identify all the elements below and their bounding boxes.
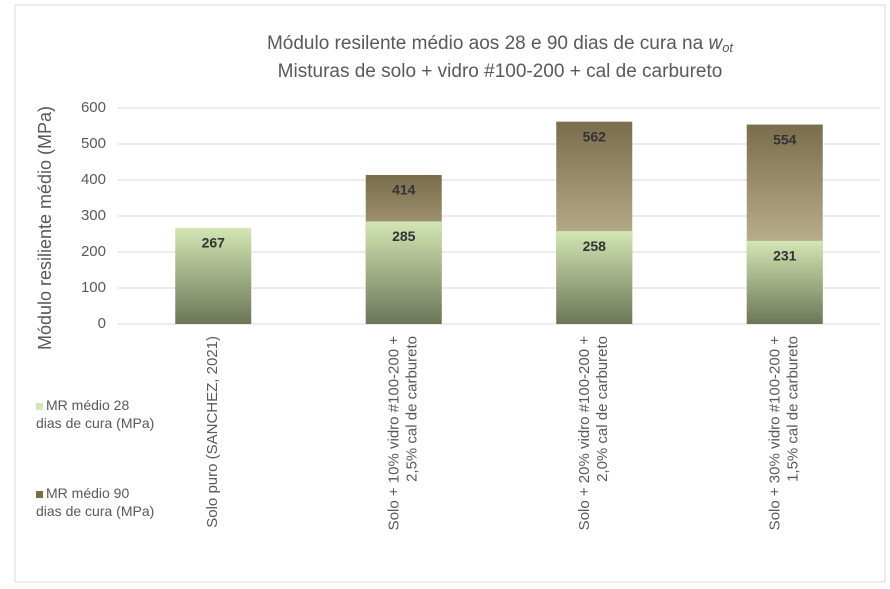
value-label: 285 — [392, 228, 416, 244]
bar — [175, 227, 252, 324]
y-axis-label: Módulo resiliente médio (MPa) — [35, 106, 55, 350]
y-tick-label: 100 — [81, 279, 106, 296]
bar — [746, 240, 823, 324]
value-label: 258 — [583, 238, 607, 254]
title-symbol: w — [708, 33, 723, 54]
legend-swatch — [36, 491, 43, 498]
value-label: 267 — [202, 235, 226, 251]
x-tick-label: 1,5% cal de carbureto — [785, 336, 802, 482]
y-tick-label: 0 — [98, 315, 106, 332]
x-tick-label: Solo + 10% vidro #100-200 + — [386, 336, 403, 531]
title-subscript: ot — [722, 40, 734, 55]
chart-subtitle: Misturas de solo + vidro #100-200 + cal … — [278, 61, 723, 82]
bar — [556, 231, 633, 324]
x-tick-label: 2,5% cal de carbureto — [404, 336, 421, 482]
legend-item: MR médio 90 dias de cura (MPa) — [36, 484, 156, 520]
value-label: 554 — [773, 131, 797, 147]
bar — [365, 221, 442, 324]
value-label: 231 — [773, 248, 797, 264]
title-text: Módulo resilente médio aos 28 e 90 dias … — [267, 33, 709, 54]
x-tick-label: Solo + 20% vidro #100-200 + — [576, 336, 593, 531]
y-tick-label: 500 — [81, 135, 106, 152]
legend-swatch — [36, 403, 43, 410]
y-tick-label: 300 — [81, 207, 106, 224]
value-label: 414 — [392, 182, 416, 198]
legend-label: MR médio 90 dias de cura (MPa) — [36, 485, 155, 519]
value-label: 562 — [583, 128, 607, 144]
y-tick-label: 600 — [81, 99, 106, 116]
chart-title: Módulo resilente médio aos 28 e 90 dias … — [267, 33, 734, 55]
y-tick-label: 400 — [81, 171, 106, 188]
legend-label: MR médio 28 dias de cura (MPa) — [36, 397, 155, 431]
chart-frame — [14, 4, 886, 583]
x-tick-label: Solo + 30% vidro #100-200 + — [767, 336, 784, 531]
x-tick-label: Solo puro (SANCHEZ, 2021) — [204, 336, 221, 528]
legend-item: MR médio 28 dias de cura (MPa) — [36, 396, 156, 432]
y-tick-label: 200 — [81, 243, 106, 260]
x-tick-label: 2,0% cal de carbureto — [594, 336, 611, 482]
